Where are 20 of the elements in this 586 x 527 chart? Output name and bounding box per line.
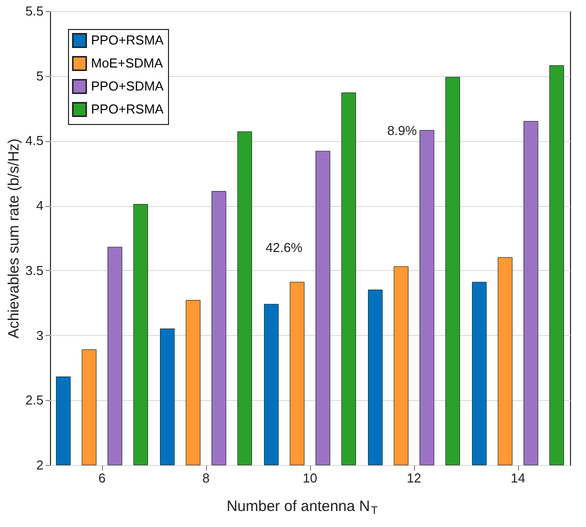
legend-label: MoE+SDMA	[91, 56, 164, 70]
y-tick-label: 3	[36, 328, 44, 343]
y-tick-label: 5.5	[25, 4, 44, 18]
y-tick-label: 4.5	[25, 133, 44, 148]
x-tick-label: 8	[202, 470, 210, 486]
x-tick-label: 6	[98, 470, 106, 486]
y-tick-label: 2.5	[25, 392, 44, 408]
x-tick-label: 12	[406, 470, 422, 486]
legend-label: PPO+SDMA	[91, 78, 164, 94]
annotation: 42.6%	[266, 240, 303, 255]
y-tick-label: 2	[36, 458, 44, 472]
y-axis-title: Achievables sum rate (b/s/Hz)	[5, 138, 22, 339]
annotation: 8.9%	[387, 123, 418, 138]
x-tick-label: 10	[302, 470, 318, 486]
y-tick-label: 3.5	[25, 262, 44, 278]
legend-label: PPO+RSMA	[91, 102, 164, 116]
y-tick-label: 4	[36, 198, 44, 214]
y-tick-label: 5	[36, 68, 44, 84]
x-tick-label: 14	[510, 470, 526, 486]
legend-label: PPO+RSMA	[91, 32, 164, 48]
